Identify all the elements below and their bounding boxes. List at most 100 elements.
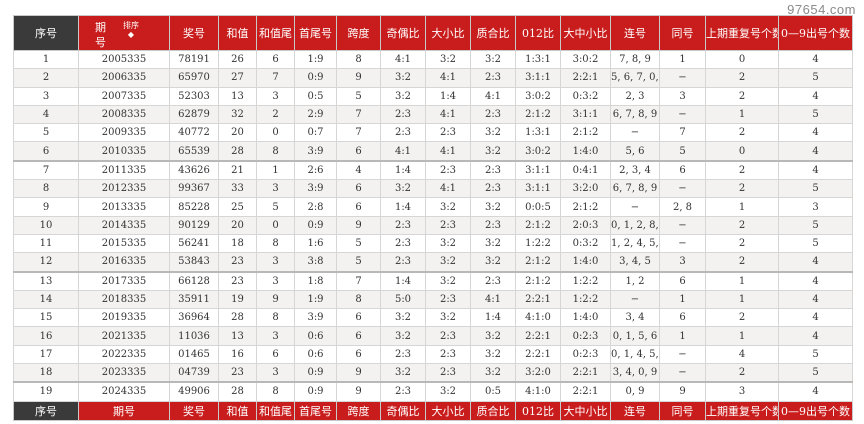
cell-head-tail: 2:6 bbox=[294, 159, 337, 181]
cell-head-tail: 0:9 bbox=[294, 363, 337, 383]
cell-period: 2019335 bbox=[78, 308, 170, 328]
table-row: 16 2021335 11036 13 3 0:6 6 3:2 2:3 3:2 2:2:1 0:2:3… bbox=[13, 326, 853, 346]
cell-big-small: 4:1 bbox=[425, 179, 471, 199]
cell-sum-tail: 5 bbox=[256, 197, 295, 217]
col-big-mid-small: 大中小比 bbox=[560, 15, 611, 51]
cell-span: 4 bbox=[336, 159, 381, 181]
cell-prime-composite: 2:3 bbox=[470, 104, 516, 125]
col-prize: 奖号 bbox=[169, 15, 219, 51]
cell-prime-composite: 3:2 bbox=[470, 123, 516, 143]
cell-big-small: 2:3 bbox=[425, 123, 471, 143]
cell-big-small: 4:1 bbox=[425, 141, 471, 162]
cell-same: − bbox=[659, 104, 706, 125]
cell-same: 6 bbox=[659, 308, 706, 328]
cell-prev-repeat: 2 bbox=[705, 86, 779, 106]
cell-zero-nine: 5 bbox=[778, 68, 853, 88]
cell-sum-tail: 8 bbox=[256, 141, 295, 162]
cell-consecutive: − bbox=[610, 289, 660, 310]
cell-prize: 66128 bbox=[169, 270, 219, 291]
cell-period: 2010335 bbox=[78, 141, 170, 162]
cell-span: 9 bbox=[336, 381, 381, 402]
sort-toggle[interactable]: 排序 ◆ bbox=[123, 21, 139, 39]
cell-same: − bbox=[659, 344, 706, 365]
cell-zero-nine: 4 bbox=[778, 270, 853, 291]
col-big-small: 大小比 bbox=[425, 15, 471, 51]
cell-prime-composite: 2:3 bbox=[470, 215, 516, 235]
foot-big-small: 大小比 bbox=[425, 400, 471, 421]
cell-big-small: 2:3 bbox=[425, 326, 471, 346]
cell-span: 6 bbox=[336, 344, 381, 365]
cell-prime-composite: 3:2 bbox=[470, 233, 516, 254]
cell-big-mid-small: 0:2:3 bbox=[560, 326, 611, 346]
cell-consecutive: 6, 7, 8, 9 bbox=[610, 104, 660, 125]
cell-head-tail: 1:9 bbox=[294, 289, 337, 310]
cell-prev-repeat: 2 bbox=[705, 68, 779, 88]
table-row: 15 2019335 36964 28 8 3:9 6 3:2 3:2 1:4 4:1:0 1:4:0… bbox=[13, 308, 853, 328]
cell-prev-repeat: 2 bbox=[705, 123, 779, 143]
cell-big-small: 3:2 bbox=[425, 308, 471, 328]
cell-sum: 21 bbox=[218, 159, 257, 181]
cell-prize: 40772 bbox=[169, 123, 219, 143]
cell-sum-tail: 8 bbox=[256, 233, 295, 254]
cell-sum-tail: 3 bbox=[256, 270, 295, 291]
cell-prev-repeat: 2 bbox=[705, 363, 779, 383]
cell-odd-even: 2:3 bbox=[380, 215, 426, 235]
table-row: 19 2024335 49906 28 8 0:9 9 2:3 3:2 0:5 4:1:0 2:2:1… bbox=[13, 381, 853, 402]
cell-big-mid-small: 3:1:1 bbox=[560, 104, 611, 125]
cell-span: 7 bbox=[336, 270, 381, 291]
site-watermark: 97654.com bbox=[787, 2, 856, 17]
cell-big-mid-small: 2:1:2 bbox=[560, 197, 611, 217]
cell-same: 3 bbox=[659, 86, 706, 106]
col-period[interactable]: 期 号 排序 ◆ bbox=[78, 15, 170, 51]
cell-same: − bbox=[659, 363, 706, 383]
table-row: 10 2014335 90129 20 0 0:9 9 2:3 2:3 2:3 2:1:2 2:0:3… bbox=[13, 215, 853, 235]
cell-same: 3 bbox=[659, 252, 706, 273]
cell-seq: 14 bbox=[13, 289, 79, 310]
cell-ratio-012: 2:2:1 bbox=[515, 289, 561, 310]
cell-big-mid-small: 0:2:3 bbox=[560, 344, 611, 365]
cell-head-tail: 0:7 bbox=[294, 123, 337, 143]
cell-seq: 19 bbox=[13, 381, 79, 402]
col-ratio-012: 012比 bbox=[515, 15, 561, 51]
cell-odd-even: 1:4 bbox=[380, 270, 426, 291]
cell-zero-nine: 3 bbox=[778, 197, 853, 217]
foot-big-mid-small: 大中小比 bbox=[560, 400, 611, 421]
cell-period: 2024335 bbox=[78, 381, 170, 402]
cell-same: 7 bbox=[659, 123, 706, 143]
cell-odd-even: 3:2 bbox=[380, 68, 426, 88]
cell-seq: 13 bbox=[13, 270, 79, 291]
cell-period: 2014335 bbox=[78, 215, 170, 235]
cell-zero-nine: 5 bbox=[778, 363, 853, 383]
cell-big-small: 2:3 bbox=[425, 363, 471, 383]
cell-zero-nine: 5 bbox=[778, 344, 853, 365]
cell-seq: 11 bbox=[13, 233, 79, 254]
cell-big-mid-small: 3:2:0 bbox=[560, 179, 611, 199]
cell-big-small: 3:2 bbox=[425, 252, 471, 273]
cell-period: 2015335 bbox=[78, 233, 170, 254]
cell-prime-composite: 2:3 bbox=[470, 68, 516, 88]
table-row: 8 2012335 99367 33 3 3:9 6 3:2 4:1 2:3 3:1:1 3:2:0 6… bbox=[13, 179, 853, 199]
cell-ratio-012: 3:1:1 bbox=[515, 159, 561, 181]
col-span: 跨度 bbox=[336, 15, 381, 51]
cell-span: 6 bbox=[336, 326, 381, 346]
cell-head-tail: 1:6 bbox=[294, 233, 337, 254]
cell-sum-tail: 3 bbox=[256, 86, 295, 106]
cell-ratio-012: 1:3:1 bbox=[515, 123, 561, 143]
cell-prime-composite: 3:2 bbox=[470, 141, 516, 162]
cell-same: − bbox=[659, 233, 706, 254]
cell-seq: 7 bbox=[13, 159, 79, 181]
cell-head-tail: 0:5 bbox=[294, 86, 337, 106]
cell-zero-nine: 4 bbox=[778, 252, 853, 273]
cell-odd-even: 3:2 bbox=[380, 326, 426, 346]
cell-prev-repeat: 2 bbox=[705, 233, 779, 254]
foot-head-tail: 首尾号 bbox=[294, 400, 337, 421]
cell-consecutive: 0, 1, 4, 5, 6 bbox=[610, 344, 660, 365]
cell-head-tail: 3:8 bbox=[294, 252, 337, 273]
cell-prize: 62879 bbox=[169, 104, 219, 125]
cell-sum: 18 bbox=[218, 233, 257, 254]
cell-sum-tail: 0 bbox=[256, 215, 295, 235]
cell-prize: 52303 bbox=[169, 86, 219, 106]
cell-sum: 28 bbox=[218, 141, 257, 162]
foot-same: 同号 bbox=[659, 400, 706, 421]
table-row: 17 2022335 01465 16 6 0:6 6 2:3 2:3 3:2 2:2:1 0:2:3… bbox=[13, 344, 853, 365]
